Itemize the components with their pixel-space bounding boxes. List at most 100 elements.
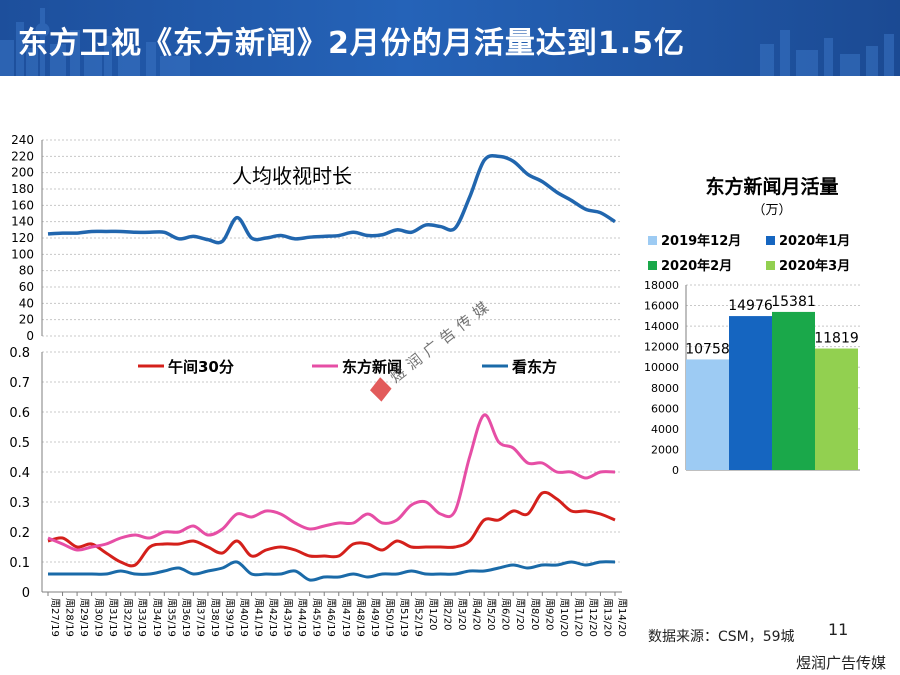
bar-value-label: 10758 — [685, 341, 730, 357]
x-tick-label: 周7/20 — [514, 598, 526, 630]
ratings-chart: 00.10.20.30.40.50.60.70.8 周27/19 周28/19 周2… — [9, 346, 628, 637]
legend-label-dongfang-news: 东方新闻 — [342, 358, 402, 376]
bar-bars — [686, 311, 858, 470]
x-tick-label: 周43/19 — [282, 598, 294, 637]
x-tick-label: 周40/19 — [238, 598, 250, 637]
ratings-y-tick-label: 0.4 — [9, 466, 30, 481]
bar-legend-label: 2020年2月 — [661, 258, 732, 274]
time-spent-y-tick-label: 240 — [11, 133, 34, 147]
bar-dec2019 — [686, 359, 729, 470]
time-spent-y-tick-label: 60 — [19, 280, 34, 294]
kan-dongfang-line — [48, 560, 616, 582]
time-spent-y-ticks: 0 20 40 60 80 100 120 140 160 180 200 220 240 — [11, 133, 34, 343]
bar-jan2020 — [729, 316, 772, 470]
page-number: 11 — [828, 620, 849, 639]
bar-mar2020 — [815, 348, 858, 470]
bar-y-tick-label: 12000 — [644, 341, 679, 354]
x-tick-label: 周52/19 — [412, 598, 424, 637]
watermark-logo-icon — [370, 377, 392, 402]
x-tick-label: 周41/19 — [253, 598, 265, 637]
bar-y-tick-label: 2000 — [651, 443, 679, 456]
x-tick-label: 周34/19 — [151, 598, 163, 637]
x-tick-label: 周46/19 — [325, 598, 337, 637]
ratings-y-tick-label: 0.2 — [9, 526, 30, 541]
bar-y-tick-label: 18000 — [644, 279, 679, 292]
time-spent-y-tick-label: 0 — [26, 329, 34, 343]
bar-legend-swatch — [766, 236, 775, 245]
bar-legend-label: 2019年12月 — [661, 233, 741, 249]
time-spent-gridlines — [42, 139, 622, 337]
time-spent-y-tick-label: 20 — [19, 313, 34, 327]
x-tick-label: 周30/19 — [93, 598, 105, 637]
ratings-legend: 午间30分 东方新闻 看东方 — [138, 358, 557, 376]
x-tick-label: 周12/20 — [587, 598, 599, 637]
time-spent-y-tick-label: 220 — [11, 149, 34, 163]
monthly-active-chart: 东方新闻月活量 （万） 2019年12月 2020年1月 2020年2月 2020年3… — [644, 175, 860, 477]
time-spent-y-tick-label: 200 — [11, 166, 34, 180]
bar-value-label: 14976 — [728, 298, 773, 314]
time-spent-y-tick-label: 100 — [11, 247, 34, 261]
ratings-series — [47, 413, 616, 582]
source-note: 数据来源：CSM，59城 — [648, 629, 795, 645]
x-tick-label: 周39/19 — [223, 598, 235, 637]
x-tick-label: 周50/19 — [383, 598, 395, 637]
x-tick-label: 周37/19 — [194, 598, 206, 637]
bar-legend: 2019年12月 2020年1月 2020年2月 2020年3月 — [648, 233, 850, 274]
x-tick-label: 周32/19 — [122, 598, 134, 637]
x-tick-label: 周44/19 — [296, 598, 308, 637]
bar-chart-unit: （万） — [752, 203, 791, 218]
x-tick-label: 周49/19 — [369, 598, 381, 637]
ratings-x-ticks: 周27/19 周28/19 周29/19 周30/19 周31/19 周32/19 周33/… — [47, 592, 628, 637]
time-spent-chart-title: 人均收视时长 — [232, 164, 352, 188]
bar-value-label: 15381 — [771, 294, 816, 310]
time-spent-y-tick-label: 120 — [11, 231, 34, 245]
x-tick-label: 周51/19 — [398, 598, 410, 637]
x-tick-label: 周10/20 — [558, 598, 570, 637]
ratings-y-tick-label: 0.3 — [9, 496, 30, 511]
x-tick-label: 周5/20 — [485, 598, 497, 630]
time-spent-y-tick-label: 160 — [11, 198, 34, 212]
bar-legend-swatch — [648, 261, 657, 270]
ratings-y-tick-label: 0.7 — [9, 376, 30, 391]
x-tick-label: 周35/19 — [165, 598, 177, 637]
title-banner: 东方卫视《东方新闻》2月份的月活量达到1.5亿 — [0, 0, 900, 76]
bar-chart-title: 东方新闻月活量 — [705, 175, 838, 198]
ratings-y-tick-label: 0.1 — [9, 556, 30, 571]
x-tick-label: 周14/20 — [616, 598, 628, 637]
bar-y-tick-label: 14000 — [644, 320, 679, 333]
x-tick-label: 周29/19 — [78, 598, 90, 637]
time-spent-y-tick-label: 140 — [11, 215, 34, 229]
x-tick-label: 周11/20 — [572, 598, 584, 637]
bar-legend-swatch — [766, 261, 775, 270]
x-tick-label: 周31/19 — [107, 598, 119, 637]
bar-y-tick-label: 0 — [672, 464, 679, 477]
bar-y-tick-label: 6000 — [651, 402, 679, 415]
ratings-y-tick-label: 0 — [22, 586, 30, 601]
x-tick-label: 周27/19 — [49, 598, 61, 637]
watermark-text: 煜润广告传媒 — [386, 295, 496, 387]
bar-value-label: 11819 — [814, 331, 859, 347]
time-spent-line — [47, 154, 616, 245]
time-spent-y-tick-label: 80 — [19, 264, 34, 278]
bar-feb2020 — [772, 311, 815, 470]
x-tick-label: 周8/20 — [529, 598, 541, 630]
time-spent-y-tick-label: 180 — [11, 182, 34, 196]
bar-y-ticks: 0 2000 4000 6000 8000 10000 12000 14000 16000 180… — [644, 279, 679, 477]
ratings-y-tick-label: 0.8 — [9, 346, 30, 361]
bar-legend-label: 2020年3月 — [779, 258, 850, 274]
x-tick-label: 周48/19 — [354, 598, 366, 637]
bar-y-tick-label: 10000 — [644, 361, 679, 374]
ratings-gridlines — [42, 351, 622, 563]
legend-label-noon30: 午间30分 — [168, 358, 234, 376]
x-tick-label: 周2/20 — [442, 598, 454, 630]
ratings-y-tick-label: 0.5 — [9, 436, 30, 451]
x-tick-label: 周42/19 — [267, 598, 279, 637]
bar-y-tick-label: 4000 — [651, 423, 679, 436]
city-skyline-decoration — [0, 8, 894, 76]
x-tick-label: 周33/19 — [136, 598, 148, 637]
bar-y-tick-label: 8000 — [651, 382, 679, 395]
legend-label-kan-dongfang: 看东方 — [512, 358, 557, 376]
ratings-y-ticks: 0 0.1 0.2 0.3 0.4 0.5 0.6 0.7 0.8 — [9, 346, 30, 601]
time-spent-y-tick-label: 40 — [19, 296, 34, 310]
